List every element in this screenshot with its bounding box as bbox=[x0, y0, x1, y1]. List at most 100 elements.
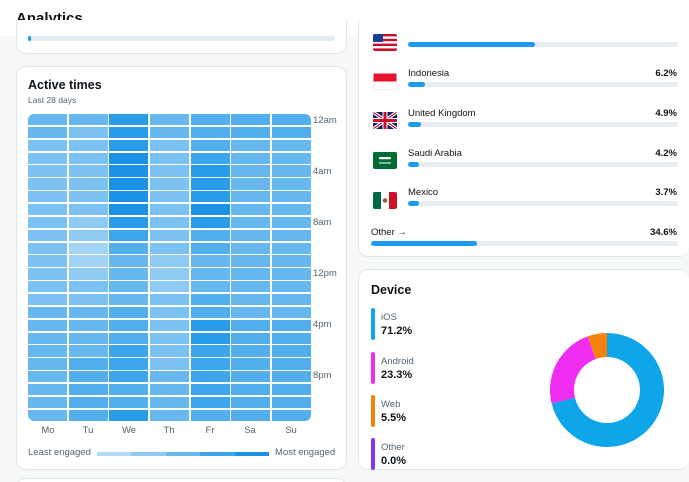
heatmap-cell bbox=[149, 409, 190, 421]
heatmap-cell bbox=[68, 345, 108, 357]
heatmap-cell bbox=[271, 371, 311, 383]
web-color-bar bbox=[371, 395, 375, 427]
day-label: Mo bbox=[41, 425, 55, 436]
heatmap-cell bbox=[68, 371, 108, 383]
heatmap-cell bbox=[190, 203, 230, 216]
heatmap-cell bbox=[271, 178, 311, 190]
day-label: We bbox=[121, 425, 137, 436]
hour-label: 8pm bbox=[313, 370, 332, 381]
day-label: Su bbox=[285, 425, 297, 436]
heatmap-cell bbox=[109, 203, 149, 216]
heatmap-cell bbox=[28, 165, 68, 177]
heatmap-cell bbox=[271, 126, 311, 139]
heatmap-cell bbox=[28, 332, 68, 344]
day-label: Tu bbox=[82, 425, 94, 436]
heatmap-cell bbox=[231, 114, 271, 126]
heatmap-cell bbox=[28, 345, 68, 357]
hour-label: 4am bbox=[313, 166, 332, 177]
heatmap-cell bbox=[28, 358, 68, 370]
heatmap-cell bbox=[190, 371, 230, 383]
country-name: Indonesia bbox=[408, 68, 450, 79]
heatmap-cell bbox=[271, 306, 311, 319]
heatmap-cell bbox=[271, 165, 311, 177]
heatmap-cell bbox=[231, 383, 271, 396]
heatmap-cell bbox=[28, 396, 68, 409]
heatmap-cell bbox=[190, 139, 230, 152]
heatmap-cell bbox=[109, 332, 149, 344]
heatmap-cell bbox=[271, 281, 311, 293]
heatmap-cell bbox=[231, 345, 271, 357]
heatmap-cell bbox=[149, 396, 190, 409]
hour-label: 12am bbox=[313, 115, 337, 126]
heatmap-cell bbox=[109, 191, 149, 203]
heatmap-cell bbox=[149, 332, 190, 344]
device-donut-chart bbox=[550, 333, 664, 447]
country-name: United Kingdom bbox=[408, 108, 476, 119]
previous-card-stub bbox=[16, 20, 347, 54]
heatmap-cell bbox=[149, 165, 190, 177]
hour-label: 12pm bbox=[313, 268, 337, 279]
heatmap-cell bbox=[231, 306, 271, 319]
other-countries-bar-fill bbox=[371, 241, 478, 246]
heatmap-cell bbox=[109, 281, 149, 293]
engagement-legend-bar bbox=[97, 452, 270, 456]
heatmap-cell bbox=[68, 242, 108, 254]
active-times-title: Active times bbox=[28, 78, 102, 92]
legend-most-label: Most engaged bbox=[275, 447, 336, 458]
heatmap-cell bbox=[271, 242, 311, 254]
heatmap-cell bbox=[190, 293, 230, 306]
heatmap-cell bbox=[149, 255, 190, 267]
heatmap-cell bbox=[68, 409, 108, 421]
country-bar-fill bbox=[408, 42, 535, 47]
other-countries-link[interactable]: Other → bbox=[371, 227, 407, 238]
heatmap-cell bbox=[28, 371, 68, 383]
heatmap-cell bbox=[68, 293, 108, 306]
device-name: Android bbox=[381, 356, 414, 367]
heatmap-cell bbox=[190, 191, 230, 203]
legend-swatch bbox=[97, 452, 132, 456]
country-bar-fill bbox=[408, 122, 422, 127]
heatmap-cell bbox=[109, 255, 149, 267]
heatmap-cell bbox=[190, 345, 230, 357]
heatmap-cell bbox=[231, 216, 271, 229]
heatmap-cell bbox=[109, 293, 149, 306]
heatmap-cell bbox=[271, 191, 311, 203]
heatmap-cell bbox=[28, 409, 68, 421]
heatmap-cell bbox=[231, 126, 271, 139]
legend-swatch bbox=[200, 452, 235, 456]
heatmap-cell bbox=[231, 293, 271, 306]
legend-least-label: Least engaged bbox=[28, 447, 91, 458]
heatmap-cell bbox=[149, 114, 190, 126]
heatmap-cell bbox=[109, 165, 149, 177]
heatmap-cell bbox=[68, 358, 108, 370]
heatmap-cell bbox=[109, 345, 149, 357]
heatmap-cell bbox=[68, 281, 108, 293]
device-name: Other bbox=[381, 442, 405, 453]
heatmap-cell bbox=[271, 383, 311, 396]
heatmap-cell bbox=[231, 268, 271, 280]
device-percent: 5.5% bbox=[381, 412, 407, 424]
heatmap-cell bbox=[109, 114, 149, 126]
heatmap-cell bbox=[68, 114, 108, 126]
heatmap-cell bbox=[231, 319, 271, 332]
heatmap-cell bbox=[190, 152, 230, 164]
heatmap-cell bbox=[28, 255, 68, 267]
next-card-stub bbox=[16, 478, 347, 482]
heatmap-cell bbox=[68, 178, 108, 190]
heatmap-cell bbox=[231, 242, 271, 254]
heatmap-cell bbox=[190, 358, 230, 370]
heatmap-cell bbox=[149, 229, 190, 242]
device-percent: 23.3% bbox=[381, 369, 413, 381]
heatmap-cell bbox=[190, 319, 230, 332]
heatmap-cell bbox=[149, 345, 190, 357]
heatmap-cell bbox=[271, 216, 311, 229]
heatmap-cell bbox=[231, 358, 271, 370]
heatmap-cell bbox=[149, 281, 190, 293]
heatmap-cell bbox=[271, 345, 311, 357]
heatmap-cell bbox=[109, 371, 149, 383]
day-label: Sa bbox=[244, 425, 256, 436]
country-name: Mexico bbox=[408, 187, 439, 198]
donut-slice bbox=[551, 333, 664, 447]
heatmap-cell bbox=[28, 229, 68, 242]
android-color-bar bbox=[371, 352, 375, 384]
